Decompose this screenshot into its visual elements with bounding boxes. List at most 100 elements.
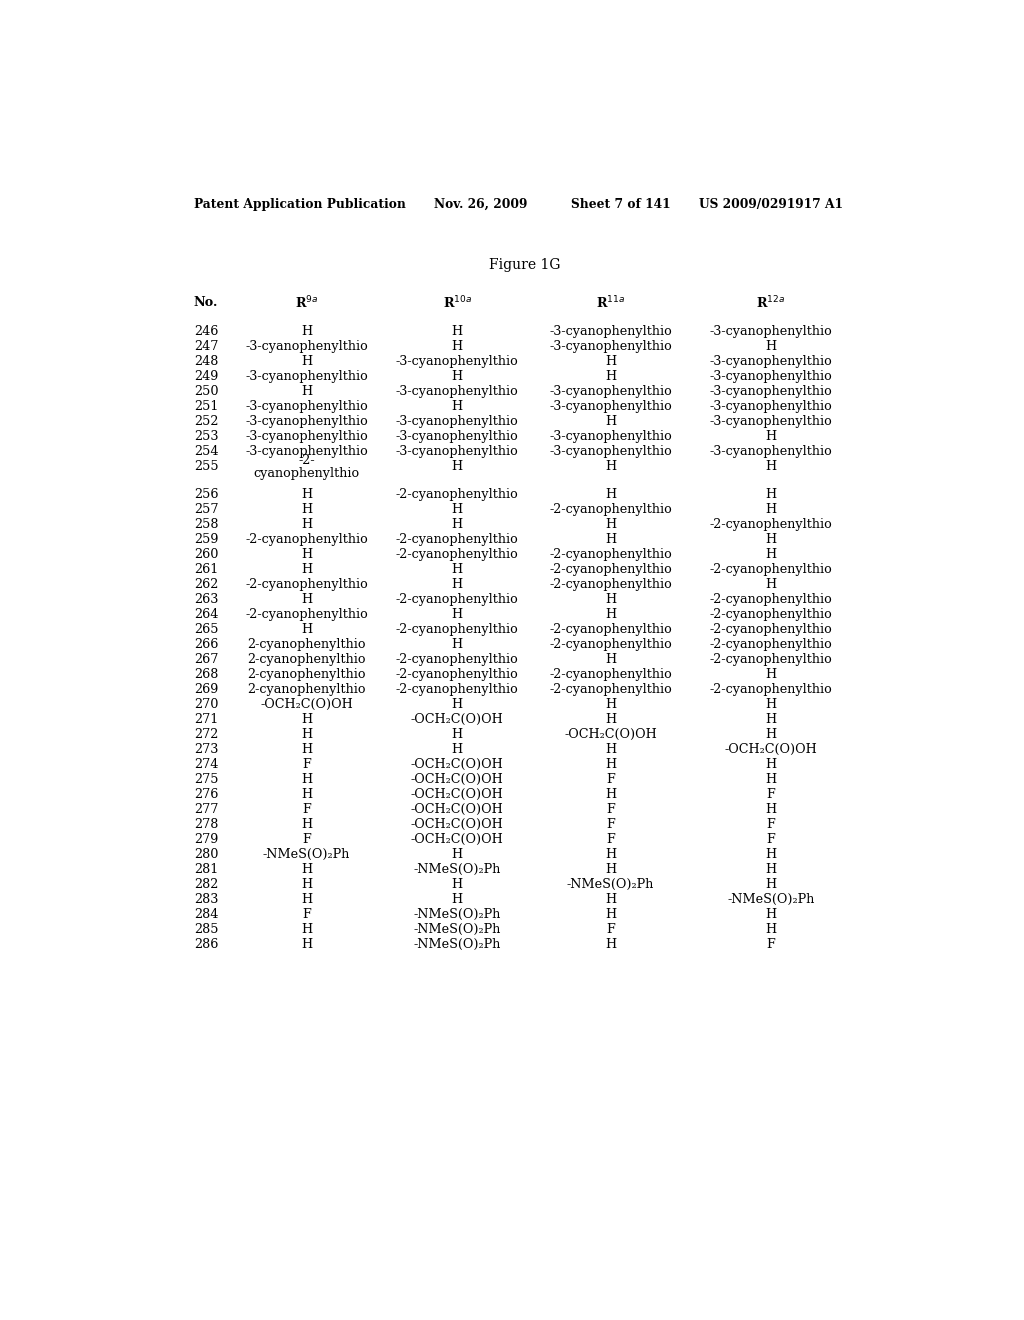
Text: 268: 268 [194, 668, 218, 681]
Text: -3-cyanophenylthio: -3-cyanophenylthio [245, 414, 368, 428]
Text: -NMeS(O)₂Ph: -NMeS(O)₂Ph [414, 939, 501, 952]
Text: F: F [302, 833, 311, 846]
Text: -2-cyanophenylthio: -2-cyanophenylthio [396, 594, 519, 606]
Text: -2-cyanophenylthio: -2-cyanophenylthio [549, 564, 672, 577]
Text: H: H [605, 849, 616, 861]
Text: -3-cyanophenylthio: -3-cyanophenylthio [396, 445, 519, 458]
Text: 255: 255 [194, 459, 218, 473]
Text: -OCH₂C(O)OH: -OCH₂C(O)OH [260, 698, 353, 711]
Text: -2-cyanophenylthio: -2-cyanophenylthio [710, 684, 833, 697]
Text: -2-cyanophenylthio: -2-cyanophenylthio [396, 653, 519, 667]
Text: 285: 285 [194, 923, 218, 936]
Text: 271: 271 [194, 713, 218, 726]
Text: -2-cyanophenylthio: -2-cyanophenylthio [710, 594, 833, 606]
Text: H: H [605, 488, 616, 502]
Text: F: F [766, 818, 775, 832]
Text: -3-cyanophenylthio: -3-cyanophenylthio [245, 429, 368, 442]
Text: -3-cyanophenylthio: -3-cyanophenylthio [396, 429, 519, 442]
Text: H: H [452, 609, 463, 622]
Text: H: H [765, 533, 776, 546]
Text: H: H [452, 503, 463, 516]
Text: H: H [301, 325, 312, 338]
Text: -2-: -2- [298, 454, 314, 466]
Text: 257: 257 [194, 503, 218, 516]
Text: H: H [765, 668, 776, 681]
Text: -OCH₂C(O)OH: -OCH₂C(O)OH [411, 818, 504, 832]
Text: -OCH₂C(O)OH: -OCH₂C(O)OH [411, 713, 504, 726]
Text: -3-cyanophenylthio: -3-cyanophenylthio [549, 325, 672, 338]
Text: 250: 250 [194, 384, 218, 397]
Text: F: F [606, 774, 614, 787]
Text: F: F [606, 804, 614, 816]
Text: 278: 278 [194, 818, 218, 832]
Text: 286: 286 [194, 939, 218, 952]
Text: H: H [765, 804, 776, 816]
Text: 254: 254 [194, 445, 218, 458]
Text: -2-cyanophenylthio: -2-cyanophenylthio [245, 578, 368, 591]
Text: H: H [605, 758, 616, 771]
Text: H: H [605, 698, 616, 711]
Text: H: H [301, 923, 312, 936]
Text: 246: 246 [194, 325, 218, 338]
Text: -2-cyanophenylthio: -2-cyanophenylthio [549, 639, 672, 651]
Text: H: H [452, 743, 463, 756]
Text: H: H [301, 774, 312, 787]
Text: H: H [605, 653, 616, 667]
Text: -3-cyanophenylthio: -3-cyanophenylthio [710, 325, 833, 338]
Text: 263: 263 [194, 594, 218, 606]
Text: H: H [301, 355, 312, 368]
Text: -2-cyanophenylthio: -2-cyanophenylthio [396, 533, 519, 546]
Text: 262: 262 [194, 578, 218, 591]
Text: H: H [605, 533, 616, 546]
Text: -OCH₂C(O)OH: -OCH₂C(O)OH [724, 743, 817, 756]
Text: H: H [605, 459, 616, 473]
Text: R$^{9a}$: R$^{9a}$ [295, 294, 318, 312]
Text: -3-cyanophenylthio: -3-cyanophenylthio [710, 414, 833, 428]
Text: H: H [765, 698, 776, 711]
Text: -3-cyanophenylthio: -3-cyanophenylthio [710, 445, 833, 458]
Text: H: H [765, 578, 776, 591]
Text: 277: 277 [194, 804, 218, 816]
Text: 282: 282 [194, 878, 218, 891]
Text: R$^{10a}$: R$^{10a}$ [442, 294, 472, 312]
Text: -2-cyanophenylthio: -2-cyanophenylthio [396, 684, 519, 697]
Text: -3-cyanophenylthio: -3-cyanophenylthio [549, 400, 672, 413]
Text: -NMeS(O)₂Ph: -NMeS(O)₂Ph [414, 923, 501, 936]
Text: H: H [765, 339, 776, 352]
Text: H: H [452, 325, 463, 338]
Text: H: H [605, 594, 616, 606]
Text: 269: 269 [194, 684, 218, 697]
Text: H: H [765, 774, 776, 787]
Text: H: H [765, 503, 776, 516]
Text: H: H [605, 908, 616, 921]
Text: 280: 280 [194, 849, 218, 861]
Text: H: H [605, 609, 616, 622]
Text: -2-cyanophenylthio: -2-cyanophenylthio [549, 623, 672, 636]
Text: 248: 248 [194, 355, 218, 368]
Text: 259: 259 [194, 533, 218, 546]
Text: H: H [765, 878, 776, 891]
Text: -OCH₂C(O)OH: -OCH₂C(O)OH [411, 758, 504, 771]
Text: H: H [301, 788, 312, 801]
Text: H: H [301, 743, 312, 756]
Text: 270: 270 [194, 698, 218, 711]
Text: H: H [301, 894, 312, 907]
Text: -3-cyanophenylthio: -3-cyanophenylthio [245, 445, 368, 458]
Text: 258: 258 [194, 519, 218, 532]
Text: H: H [765, 429, 776, 442]
Text: F: F [606, 923, 614, 936]
Text: 273: 273 [194, 743, 218, 756]
Text: H: H [765, 923, 776, 936]
Text: F: F [302, 804, 311, 816]
Text: H: H [301, 863, 312, 876]
Text: H: H [765, 863, 776, 876]
Text: 264: 264 [194, 609, 218, 622]
Text: 267: 267 [194, 653, 218, 667]
Text: H: H [605, 370, 616, 383]
Text: H: H [765, 713, 776, 726]
Text: -3-cyanophenylthio: -3-cyanophenylthio [710, 355, 833, 368]
Text: -2-cyanophenylthio: -2-cyanophenylthio [710, 564, 833, 577]
Text: H: H [765, 758, 776, 771]
Text: -3-cyanophenylthio: -3-cyanophenylthio [396, 414, 519, 428]
Text: -2-cyanophenylthio: -2-cyanophenylthio [710, 609, 833, 622]
